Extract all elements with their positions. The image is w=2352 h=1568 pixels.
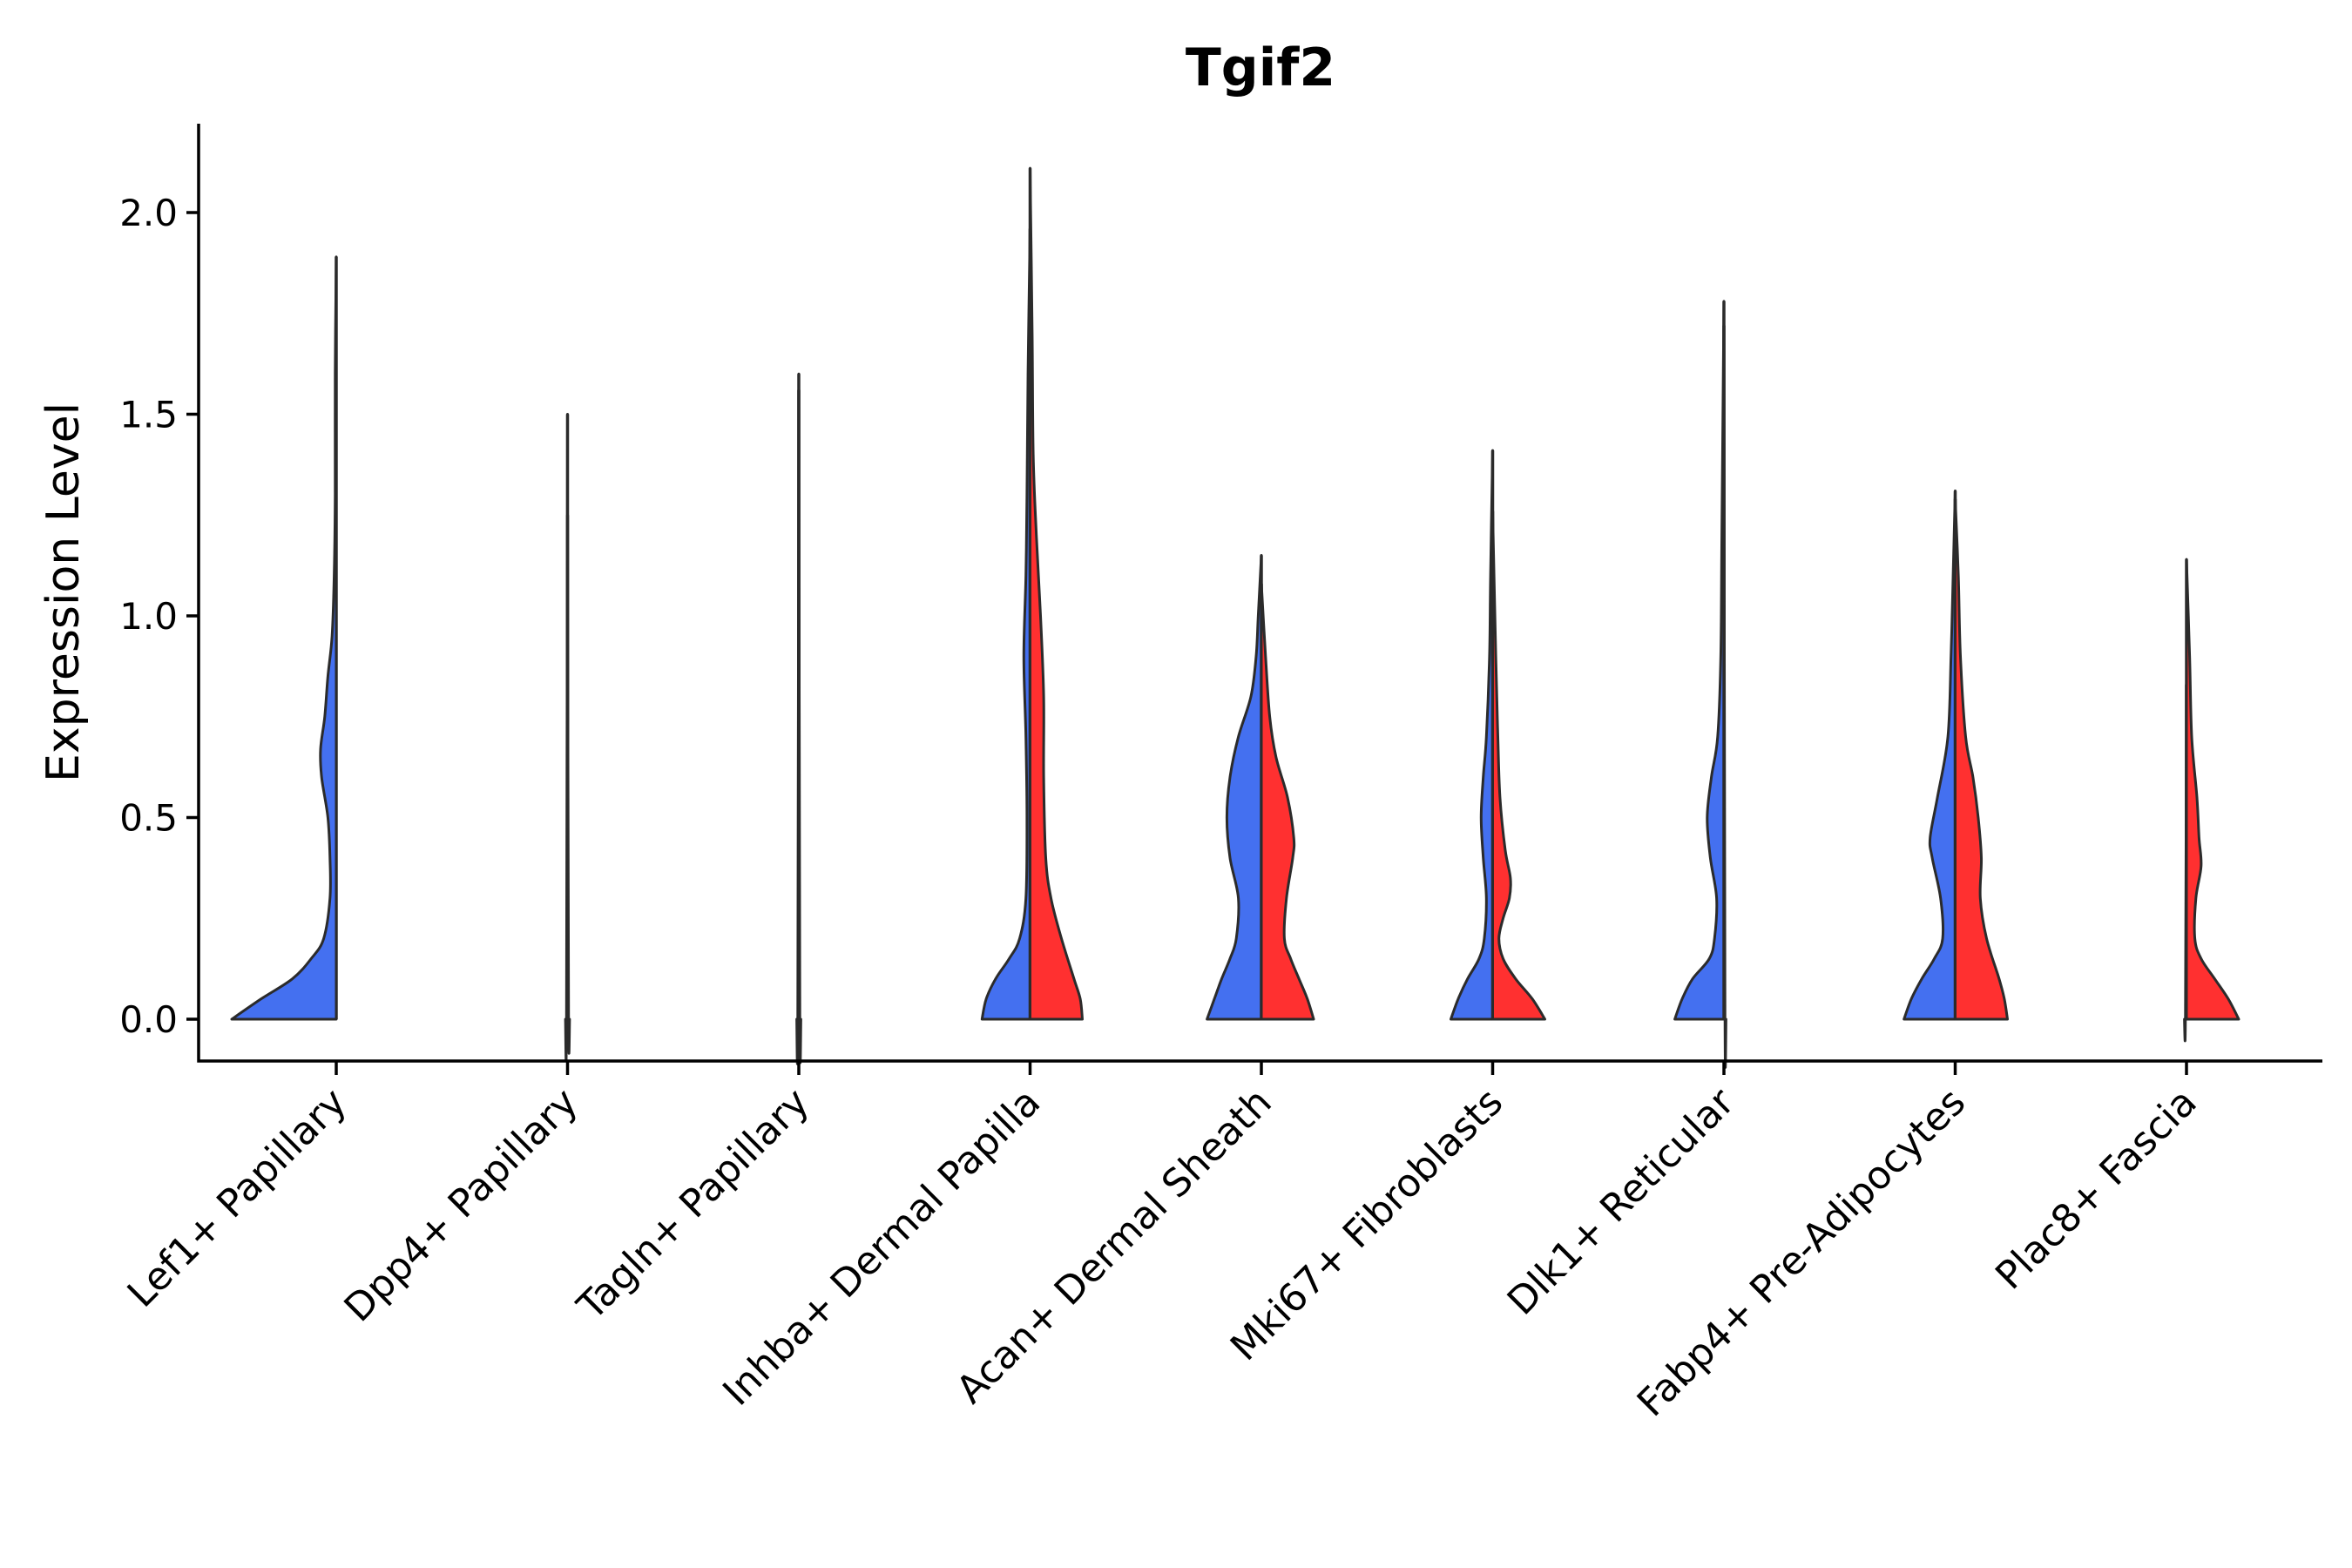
violin-group-1 [1450, 449, 1494, 1021]
violins-layer [230, 166, 2240, 1069]
violin-group-1 [1206, 554, 1263, 1021]
chart-title: Tgif2 [1186, 37, 1335, 98]
violin-group-1 [230, 255, 338, 1021]
y-tick-label: 1.5 [119, 394, 178, 436]
y-tick-label: 0.0 [119, 998, 178, 1041]
y-tick-label: 1.0 [119, 595, 178, 638]
violin-group-1 [1673, 300, 1726, 1021]
violin-group-2 [1722, 324, 1727, 1069]
violin-group-2 [1491, 510, 1546, 1021]
violin-group-2 [566, 513, 571, 1055]
plot-axes [197, 124, 2322, 1063]
x-tick-label: Dlk1+ Reticular [1499, 1079, 1744, 1324]
x-tick-label: Tagln+ Papillary [569, 1080, 818, 1329]
x-tick-label: Plac8+ Fascia [1987, 1080, 2206, 1299]
violin-group-1 [1903, 489, 1957, 1021]
violin-group-2 [797, 389, 802, 1064]
x-tick-label: Dpp4+ Papillary [336, 1080, 587, 1331]
y-tick-label: 0.5 [119, 797, 178, 840]
x-tick-label: Lef1+ Papillary [119, 1080, 355, 1316]
violin-group-2 [1029, 166, 1084, 1021]
violin-group-2 [1954, 497, 2009, 1021]
violin-group-2 [2185, 558, 2240, 1021]
y-axis-label: Expression Level [37, 402, 90, 782]
y-ticks: 0.0 0.5 1.0 1.5 2.0 [119, 192, 199, 1041]
violin-group-1 [980, 227, 1031, 1021]
y-tick-label: 2.0 [119, 192, 178, 234]
violin-group-2 [1260, 582, 1315, 1021]
